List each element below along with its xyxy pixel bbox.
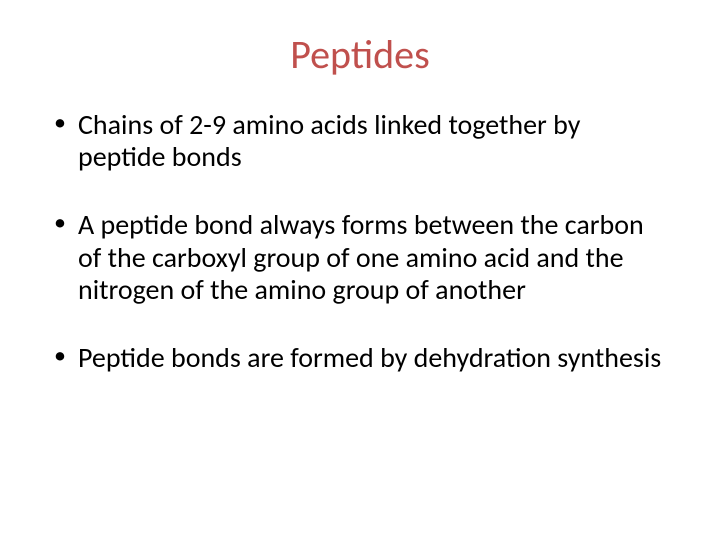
bullet-text: A peptide bond always forms between the … xyxy=(78,207,644,306)
bullet-list: Chains of 2-9 amino acids linked togethe… xyxy=(50,109,670,374)
slide-container: Peptides Chains of 2-9 amino acids linke… xyxy=(0,0,720,540)
bullet-item: Chains of 2-9 amino acids linked togethe… xyxy=(50,109,670,173)
slide-title: Peptides xyxy=(40,30,680,79)
bullet-item: Peptide bonds are formed by dehydration … xyxy=(50,342,670,374)
bullet-text: Chains of 2-9 amino acids linked togethe… xyxy=(78,107,580,174)
bullet-text: Peptide bonds are formed by dehydration … xyxy=(78,340,661,375)
slide-body: Chains of 2-9 amino acids linked togethe… xyxy=(40,109,680,374)
bullet-item: A peptide bond always forms between the … xyxy=(50,209,670,306)
